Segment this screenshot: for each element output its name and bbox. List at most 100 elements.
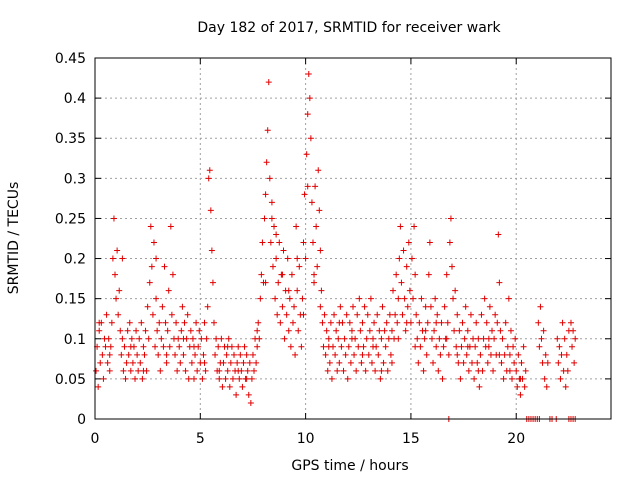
data-point [487,351,494,358]
data-point [140,343,147,350]
data-point [359,351,366,358]
data-point [544,359,551,366]
y-tick-label: 0 [77,412,86,428]
data-point [306,95,313,102]
data-point [475,335,482,342]
data-point [557,375,564,382]
data-point [234,359,241,366]
data-point [371,319,378,326]
data-point [570,327,577,334]
data-point [239,383,246,390]
data-point [494,319,501,326]
data-point [302,255,309,262]
data-point [292,351,299,358]
data-point [461,335,468,342]
data-point [353,367,360,374]
data-point [374,311,381,318]
data-point [454,311,461,318]
data-point [418,295,425,302]
data-point [433,319,440,326]
data-point [268,215,275,222]
data-point [413,311,420,318]
data-point [163,351,170,358]
data-point [318,287,325,294]
x-tick-label: 20 [507,431,525,447]
data-point [291,303,298,310]
data-point [127,367,134,374]
data-point [403,319,410,326]
data-point [355,343,362,350]
data-point [433,343,440,350]
data-point [475,367,482,374]
data-point [243,375,250,382]
x-tick-label: 0 [91,431,100,447]
data-point [253,359,260,366]
data-point [431,327,438,334]
data-point [154,327,161,334]
data-point [304,183,311,190]
data-point [107,343,114,350]
data-point [359,319,366,326]
data-point [133,327,140,334]
data-point [201,359,208,366]
data-point [207,207,214,214]
data-point [222,375,229,382]
data-point [110,215,117,222]
data-point [285,287,292,294]
data-point [202,367,209,374]
data-point [273,231,280,238]
data-point [357,327,364,334]
data-point [554,335,561,342]
data-point [106,367,113,374]
data-point [386,311,393,318]
data-point [156,319,163,326]
data-point [368,359,375,366]
data-point [414,335,421,342]
y-tick-label: 0.45 [55,51,86,67]
data-point [448,263,455,270]
data-point [390,287,397,294]
x-tick-label: 15 [402,431,420,447]
data-point [417,343,424,350]
data-point [150,239,157,246]
data-point [295,327,302,334]
data-point [215,343,222,350]
data-point [416,319,423,326]
data-point [457,375,464,382]
data-point [485,343,492,350]
data-point [192,351,199,358]
data-point [235,343,242,350]
data-point [162,319,169,326]
data-point [480,335,487,342]
data-point [304,111,311,118]
data-point [125,351,132,358]
data-point [146,279,153,286]
data-point [415,359,422,366]
data-point [481,295,488,302]
data-point [257,295,264,302]
data-point [412,271,419,278]
data-point [300,239,307,246]
data-point [394,319,401,326]
y-tick-label: 0.35 [55,131,86,147]
data-point [276,239,283,246]
data-point [327,319,334,326]
data-point [379,303,386,310]
data-point [115,311,122,318]
data-point [420,367,427,374]
data-point [104,359,111,366]
data-point [362,367,369,374]
data-point [558,351,565,358]
data-point [425,271,432,278]
data-point [356,295,363,302]
data-point [401,295,408,302]
data-point [218,335,225,342]
data-point [477,351,484,358]
data-point [129,359,136,366]
data-point [247,399,254,406]
data-point [459,319,466,326]
data-point [447,215,454,222]
data-point [149,311,156,318]
data-point [113,295,120,302]
